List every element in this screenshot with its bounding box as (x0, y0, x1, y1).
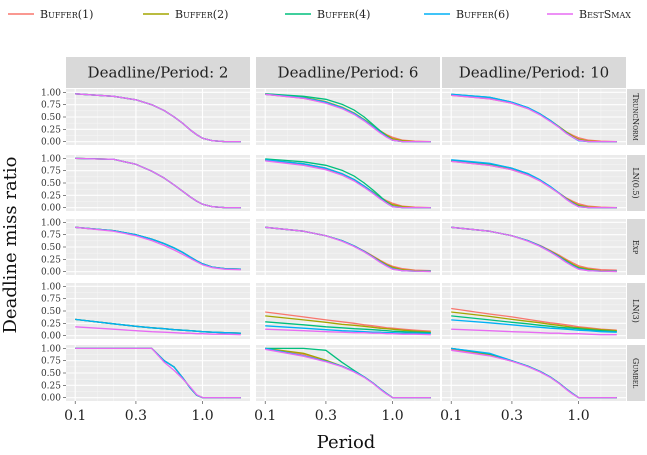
series-line (451, 94, 617, 143)
row-strip (627, 155, 645, 211)
y-axis-title: Deadline miss ratio (0, 156, 21, 333)
y-tick-label: 1.00 (41, 344, 61, 354)
y-tick-label: 0.75 (41, 295, 61, 305)
series-line (265, 348, 431, 399)
y-tick-label: 0.25 (41, 381, 61, 391)
series-line (451, 315, 617, 333)
series-line (451, 349, 617, 399)
x-axis-title: Period (317, 432, 376, 453)
series-line (265, 311, 431, 332)
y-tick-label: 0.75 (41, 101, 61, 111)
series-line (265, 160, 431, 209)
y-tick-label: 1.00 (41, 218, 61, 228)
column-strip (256, 57, 440, 88)
x-tick-label: 1.0 (381, 408, 403, 424)
legend-label: Buffer(1) (40, 8, 93, 21)
x-tick-label: 0.3 (315, 408, 337, 424)
y-tick-label: 0.75 (41, 357, 61, 367)
y-tick-label: 0.50 (41, 307, 61, 317)
column-strip (442, 57, 626, 88)
series-line (75, 347, 241, 399)
row-strip-label: TruncNorm (631, 93, 640, 140)
y-tick-label: 0.00 (41, 268, 61, 278)
series-line (265, 93, 431, 143)
series-line (75, 93, 241, 143)
series-line (75, 326, 241, 336)
legend-item: Buffer(6) (424, 8, 509, 21)
column-strip-label: Deadline/Period: 6 (278, 64, 419, 82)
series-line (451, 311, 617, 332)
x-tick-label: 0.3 (501, 408, 523, 424)
row-strip-label: Gumbel (631, 358, 640, 388)
series-line (265, 325, 431, 335)
series-line (265, 321, 431, 334)
column-strip-label: Deadline/Period: 10 (459, 64, 609, 82)
x-tick-label: 0.1 (440, 408, 462, 424)
series-line (75, 318, 241, 334)
y-tick-label: 0.50 (41, 243, 61, 253)
series-line (451, 226, 617, 273)
series-line (75, 157, 241, 209)
series-line (451, 307, 617, 331)
x-tick-label: 1.0 (191, 408, 213, 424)
y-tick-label: 0.00 (41, 394, 61, 404)
legend-item: BestSmax (547, 8, 631, 21)
row-strip-label: Exp (631, 240, 640, 254)
row-strip (627, 345, 645, 401)
column-strip (66, 57, 250, 88)
series-line (451, 328, 617, 336)
y-tick-label: 0.50 (41, 113, 61, 123)
row-strip (627, 219, 645, 275)
row-strip (627, 283, 645, 339)
legend-label: Buffer(4) (317, 8, 370, 21)
y-tick-label: 0.25 (41, 125, 61, 135)
legend-label: BestSmax (579, 8, 631, 21)
y-tick-label: 1.00 (41, 154, 61, 164)
y-tick-label: 1.00 (41, 88, 61, 98)
y-tick-label: 0.25 (41, 319, 61, 329)
y-tick-label: 0.00 (41, 332, 61, 342)
y-tick-label: 0.50 (41, 179, 61, 189)
series-line (451, 160, 617, 209)
y-tick-label: 0.25 (41, 191, 61, 201)
legend-label: Buffer(2) (175, 8, 228, 21)
x-tick-label: 0.3 (125, 408, 147, 424)
row-strip (627, 89, 645, 145)
legend-item: Buffer(2) (143, 8, 228, 21)
y-tick-label: 0.75 (41, 167, 61, 177)
legend-label: Buffer(6) (456, 8, 509, 21)
x-tick-label: 0.1 (254, 408, 276, 424)
series-line (451, 319, 617, 333)
y-tick-label: 0.50 (41, 369, 61, 379)
y-tick-label: 1.00 (41, 282, 61, 292)
x-tick-label: 0.1 (64, 408, 86, 424)
series-line (75, 226, 241, 271)
legend-item: Buffer(1) (8, 8, 93, 21)
series-line (265, 226, 431, 273)
y-tick-label: 0.25 (41, 255, 61, 265)
series-line (265, 328, 431, 336)
y-tick-label: 0.00 (41, 138, 61, 148)
y-tick-label: 0.00 (41, 204, 61, 214)
y-tick-label: 0.75 (41, 231, 61, 241)
x-tick-label: 1.0 (567, 408, 589, 424)
row-strip-label: LN(3) (631, 299, 640, 323)
column-strip-label: Deadline/Period: 2 (88, 64, 229, 82)
series-line (265, 315, 431, 333)
legend-item: Buffer(4) (285, 8, 370, 21)
row-strip-label: LN(0.5) (631, 167, 640, 198)
